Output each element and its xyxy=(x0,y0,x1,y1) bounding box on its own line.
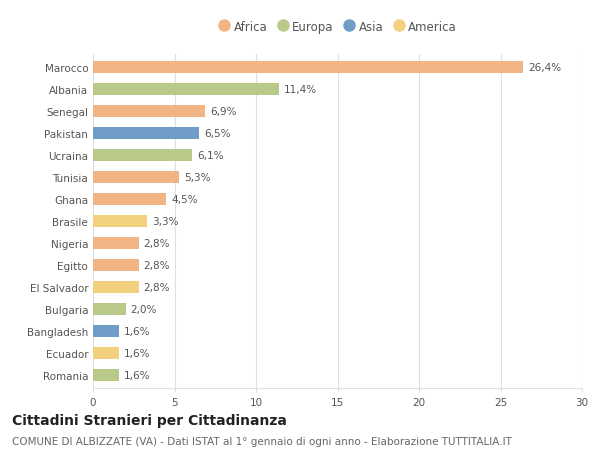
Bar xyxy=(93,237,139,249)
Text: 3,3%: 3,3% xyxy=(152,217,178,226)
Text: 11,4%: 11,4% xyxy=(284,85,317,95)
Text: 6,1%: 6,1% xyxy=(197,151,224,161)
Text: 4,5%: 4,5% xyxy=(171,195,198,205)
Bar xyxy=(93,215,147,228)
Bar xyxy=(93,281,139,293)
Bar xyxy=(93,106,205,118)
Text: 2,8%: 2,8% xyxy=(143,238,170,248)
Bar xyxy=(93,128,199,140)
Bar xyxy=(93,172,179,184)
Bar xyxy=(93,62,523,74)
Text: 6,9%: 6,9% xyxy=(211,107,237,117)
Text: 2,8%: 2,8% xyxy=(143,260,170,270)
Bar xyxy=(93,369,119,381)
Bar xyxy=(93,347,119,359)
Legend: Africa, Europa, Asia, America: Africa, Europa, Asia, America xyxy=(218,21,457,34)
Bar xyxy=(93,303,125,315)
Bar xyxy=(93,194,166,206)
Text: 5,3%: 5,3% xyxy=(184,173,211,183)
Text: 6,5%: 6,5% xyxy=(204,129,230,139)
Text: 1,6%: 1,6% xyxy=(124,326,151,336)
Text: COMUNE DI ALBIZZATE (VA) - Dati ISTAT al 1° gennaio di ogni anno - Elaborazione : COMUNE DI ALBIZZATE (VA) - Dati ISTAT al… xyxy=(12,437,512,446)
Text: 1,6%: 1,6% xyxy=(124,370,151,380)
Text: 2,8%: 2,8% xyxy=(143,282,170,292)
Text: 26,4%: 26,4% xyxy=(528,63,562,73)
Bar xyxy=(93,150,193,162)
Text: Cittadini Stranieri per Cittadinanza: Cittadini Stranieri per Cittadinanza xyxy=(12,414,287,428)
Bar xyxy=(93,325,119,337)
Text: 1,6%: 1,6% xyxy=(124,348,151,358)
Bar xyxy=(93,84,279,96)
Bar xyxy=(93,259,139,271)
Text: 2,0%: 2,0% xyxy=(130,304,157,314)
